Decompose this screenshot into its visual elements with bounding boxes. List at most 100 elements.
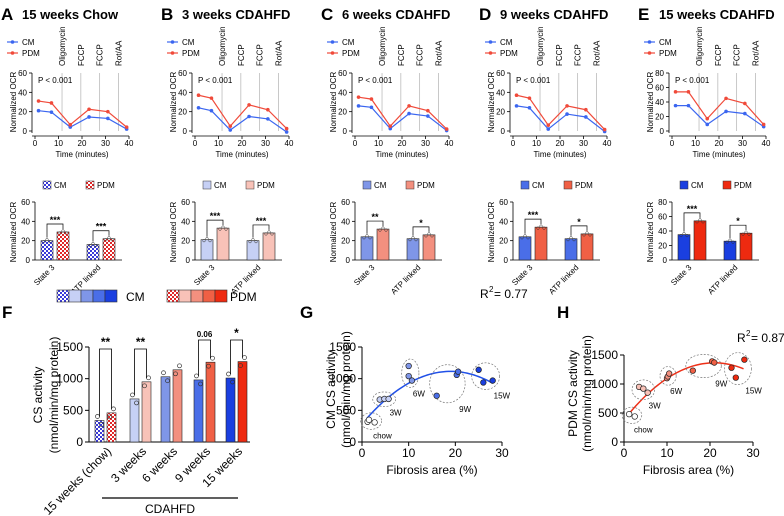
replicate-dot	[88, 243, 92, 248]
legend-swatch-PDM	[202, 289, 216, 303]
legend-label: CM	[659, 38, 672, 47]
data-point	[514, 104, 519, 108]
bar-PDM	[56, 231, 70, 261]
legend-label: CM	[214, 181, 227, 190]
injection-label: FCCP	[96, 44, 105, 66]
significance-label: *	[736, 216, 740, 226]
p-value: P < 0.001	[516, 76, 551, 85]
y-axis-label: (nmol/min/mg protein)	[580, 335, 594, 452]
replicate-dot	[218, 227, 222, 231]
bar-PDM	[106, 412, 117, 443]
series-line-PDM	[38, 100, 128, 128]
legend-marker	[170, 40, 175, 44]
x-tick-label: 20	[78, 139, 87, 148]
data-point	[405, 362, 412, 370]
replicate-dot	[110, 238, 114, 242]
legend-swatch	[42, 180, 52, 190]
panel-title: 9 weeks CDAHFD	[500, 7, 608, 22]
y-tick-label: 60	[658, 213, 667, 222]
injection-label: Oligomycin	[536, 26, 545, 66]
data-point	[711, 359, 718, 366]
legend-swatch	[679, 180, 689, 190]
group-label: 15W	[494, 391, 511, 400]
x-tick-label: 20	[715, 139, 724, 148]
replicate-dot	[411, 236, 415, 240]
legend-marker	[330, 40, 335, 44]
group-ellipse	[659, 366, 677, 386]
y-tick-label: 20	[181, 237, 190, 246]
significance-bracket	[683, 212, 701, 232]
replicate-dot	[202, 239, 206, 243]
significance-label: *	[234, 326, 239, 340]
data-point	[87, 107, 91, 112]
y-tick-label: 0	[504, 256, 509, 265]
y-axis-label: Normalized OCR	[169, 72, 178, 133]
y-tick-label: 80	[655, 69, 664, 78]
data-point	[743, 101, 747, 106]
category-label: State 3	[32, 263, 57, 288]
replicate-dot	[134, 400, 139, 406]
significance-label: ***	[256, 216, 267, 226]
replicate-dot	[230, 379, 235, 385]
series-line-PDM	[675, 91, 765, 125]
legend-label: PDM	[342, 49, 360, 58]
replicate-dot	[520, 236, 524, 240]
group-label: 3W	[390, 409, 402, 418]
data-point	[36, 108, 41, 113]
data-point	[369, 97, 374, 101]
r-squared-value: = 0.77	[494, 287, 528, 301]
x-tick-label: 0	[511, 139, 516, 148]
replicate-dot	[725, 240, 729, 244]
y-tick-label: 40	[341, 217, 350, 226]
category-label: ATP linked	[389, 263, 422, 296]
legend-swatch-PDM	[178, 289, 192, 303]
y-tick-label: 60	[21, 198, 30, 207]
legend-label: PDM	[734, 181, 752, 190]
panel-title: 15 weeks CDAHFD	[659, 7, 775, 22]
data-point	[602, 127, 607, 132]
group-label: 6W	[413, 390, 425, 399]
replicate-dot	[142, 383, 147, 389]
data-point	[266, 107, 270, 112]
legend-label: PDM	[575, 181, 593, 190]
replicate-dot	[539, 224, 543, 228]
group-label: chow	[373, 431, 392, 440]
r-squared-superscript: 2	[489, 285, 494, 294]
significance-bracket	[198, 339, 211, 376]
injection-label: Oligomycin	[218, 26, 227, 66]
replicate-dot	[381, 226, 385, 230]
x-tick-label: 0	[621, 446, 628, 460]
data-point	[388, 124, 393, 128]
y-tick-label: 0	[660, 127, 665, 136]
replicate-dot	[728, 238, 732, 242]
replicate-dot	[91, 241, 95, 246]
data-point	[686, 90, 691, 94]
significance-bracket	[206, 219, 224, 237]
group-ellipse	[401, 358, 420, 388]
panel-H: H 0 500 1000 1500 0 10 20 30 Fibrosis area (%) PDM…	[557, 303, 784, 477]
bar-CM	[225, 377, 236, 443]
group-label: 9W	[715, 380, 727, 389]
legend-swatch-CM	[80, 289, 94, 303]
y-tick-label: 40	[496, 88, 505, 97]
significance-bracket	[729, 224, 747, 239]
significance-bracket	[252, 224, 270, 238]
bar-PDM	[739, 232, 753, 261]
y-tick-label: 1000	[329, 372, 356, 386]
replicate-dot	[424, 234, 428, 238]
y-tick-label: 1500	[591, 348, 618, 362]
injection-label: Rot/AA	[592, 40, 601, 66]
injection-label: FCCP	[416, 44, 425, 66]
x-tick-label: 20	[398, 139, 407, 148]
data-point	[247, 103, 251, 107]
injection-label: FCCP	[714, 44, 723, 66]
legend-label: PDM	[22, 49, 40, 58]
data-point	[728, 364, 735, 371]
replicate-dot	[251, 238, 255, 242]
y-tick-label: 1500	[329, 340, 356, 354]
y-tick-label: 0	[663, 256, 668, 265]
r-squared-superscript: 2	[746, 329, 751, 338]
data-point	[673, 90, 678, 94]
data-point	[68, 122, 73, 127]
y-tick-label: 40	[338, 88, 347, 97]
